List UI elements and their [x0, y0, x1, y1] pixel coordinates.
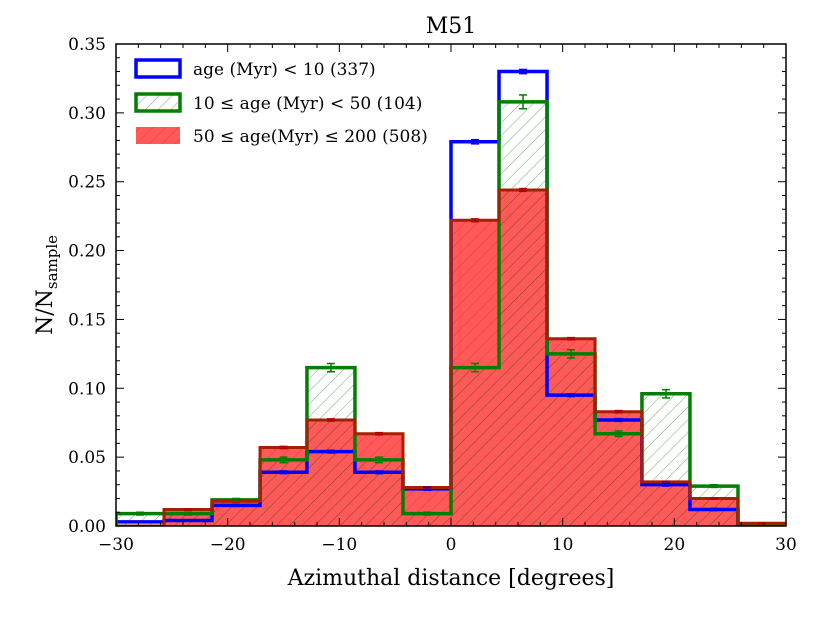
- errorbar-red-13: [757, 522, 766, 525]
- bar-red-hatch-12: [689, 498, 738, 526]
- errorbar-green-2: [232, 497, 241, 502]
- errorbar-red-11: [661, 480, 670, 484]
- errorbar-green-4: [326, 362, 335, 373]
- errorbar-red-10: [614, 409, 623, 414]
- errorbar-blue-7: [471, 138, 480, 145]
- x-tick-label-3: 0: [446, 535, 457, 555]
- errorbar-blue-6: [422, 486, 431, 491]
- y-tick-label-6: 0.30: [68, 104, 106, 124]
- x-tick-label-6: 30: [775, 535, 797, 555]
- y-tick-label-5: 0.25: [68, 173, 106, 193]
- errorbar-red-7: [471, 218, 480, 223]
- errorbar-red-12: [709, 497, 718, 500]
- errorbar-blue-10: [614, 417, 623, 423]
- errorbar-green-9: [567, 348, 576, 359]
- errorbar-green-11: [661, 388, 670, 399]
- errorbar-green-1: [184, 511, 193, 516]
- y-axis-title: N/Nsample: [33, 235, 61, 335]
- errorbar-red-3: [279, 445, 288, 450]
- legend-swatch-red-hatch: [136, 127, 180, 144]
- errorbar-green-6: [422, 511, 431, 516]
- chart-title: M51: [426, 14, 477, 39]
- step-line-red: [116, 188, 786, 526]
- errorbar-green-5: [374, 456, 383, 464]
- x-axis-title: Azimuthal distance [degrees]: [287, 566, 615, 591]
- errorbar-blue-8: [519, 68, 528, 75]
- errorbar-blue-5: [374, 470, 383, 475]
- errorbar-green-7: [471, 362, 480, 373]
- errorbar-red-8: [519, 187, 528, 193]
- errorbar-blue-12: [709, 507, 718, 512]
- errorbar-blue-9: [567, 393, 576, 398]
- errorbar-green-8: [519, 94, 528, 110]
- legend: age (Myr) < 10 (337) 10 ≤ age (Myr) < 50…: [134, 58, 428, 147]
- y-tick-label-7: 0.35: [68, 35, 106, 55]
- errorbar-blue-11: [661, 482, 670, 487]
- bar-red-hatch-4: [306, 419, 355, 526]
- errorbar-red-5: [374, 431, 383, 436]
- y-axis-title-main: N/N: [33, 289, 58, 335]
- x-tick-label-2: −10: [321, 535, 357, 555]
- y-tick-label-0: 0.00: [68, 517, 106, 537]
- errorbar-red-1: [184, 508, 193, 511]
- errorbar-blue-1: [184, 519, 193, 522]
- errorbar-blue-4: [326, 449, 335, 454]
- errorbar-green-12: [709, 483, 718, 489]
- x-tick-label-1: −20: [210, 535, 246, 555]
- bar-red-hatch-11: [641, 481, 690, 526]
- bar-red-hatch-5: [354, 433, 403, 526]
- errorbar-green-3: [279, 456, 288, 464]
- y-tick-label-4: 0.20: [68, 242, 106, 262]
- errorbar-blue-0: [136, 520, 145, 524]
- errorbar-red-4: [326, 418, 335, 422]
- x-tick-label-5: 20: [664, 535, 686, 555]
- bar-red-hatch-6: [402, 487, 451, 526]
- legend-label-red: 50 ≤ age(Myr) ≤ 200 (508): [193, 127, 428, 147]
- errorbar-red-9: [567, 336, 576, 341]
- bar-red-hatch-9: [547, 338, 596, 526]
- errorbar-blue-2: [232, 503, 241, 508]
- y-tick-label-1: 0.05: [68, 448, 106, 468]
- bar-red-hatch-7: [451, 220, 500, 526]
- legend-label-blue: age (Myr) < 10 (337): [193, 60, 376, 80]
- y-tick-label-2: 0.10: [68, 379, 106, 399]
- errorbar-blue-3: [279, 470, 288, 475]
- errorbar-green-10: [614, 430, 623, 438]
- x-tick-label-0: −30: [98, 535, 134, 555]
- y-axis-title-sub: sample: [43, 235, 61, 289]
- errorbar-green-0: [136, 511, 145, 516]
- x-tick-label-4: 10: [552, 535, 574, 555]
- bar-red-hatch-10: [595, 411, 642, 526]
- y-tick-label-3: 0.15: [68, 310, 106, 330]
- legend-swatch-green: [134, 92, 182, 113]
- legend-swatch-blue: [134, 58, 182, 79]
- legend-label-green: 10 ≤ age (Myr) < 50 (104): [193, 94, 422, 114]
- bar-red-hatch-8: [499, 189, 548, 526]
